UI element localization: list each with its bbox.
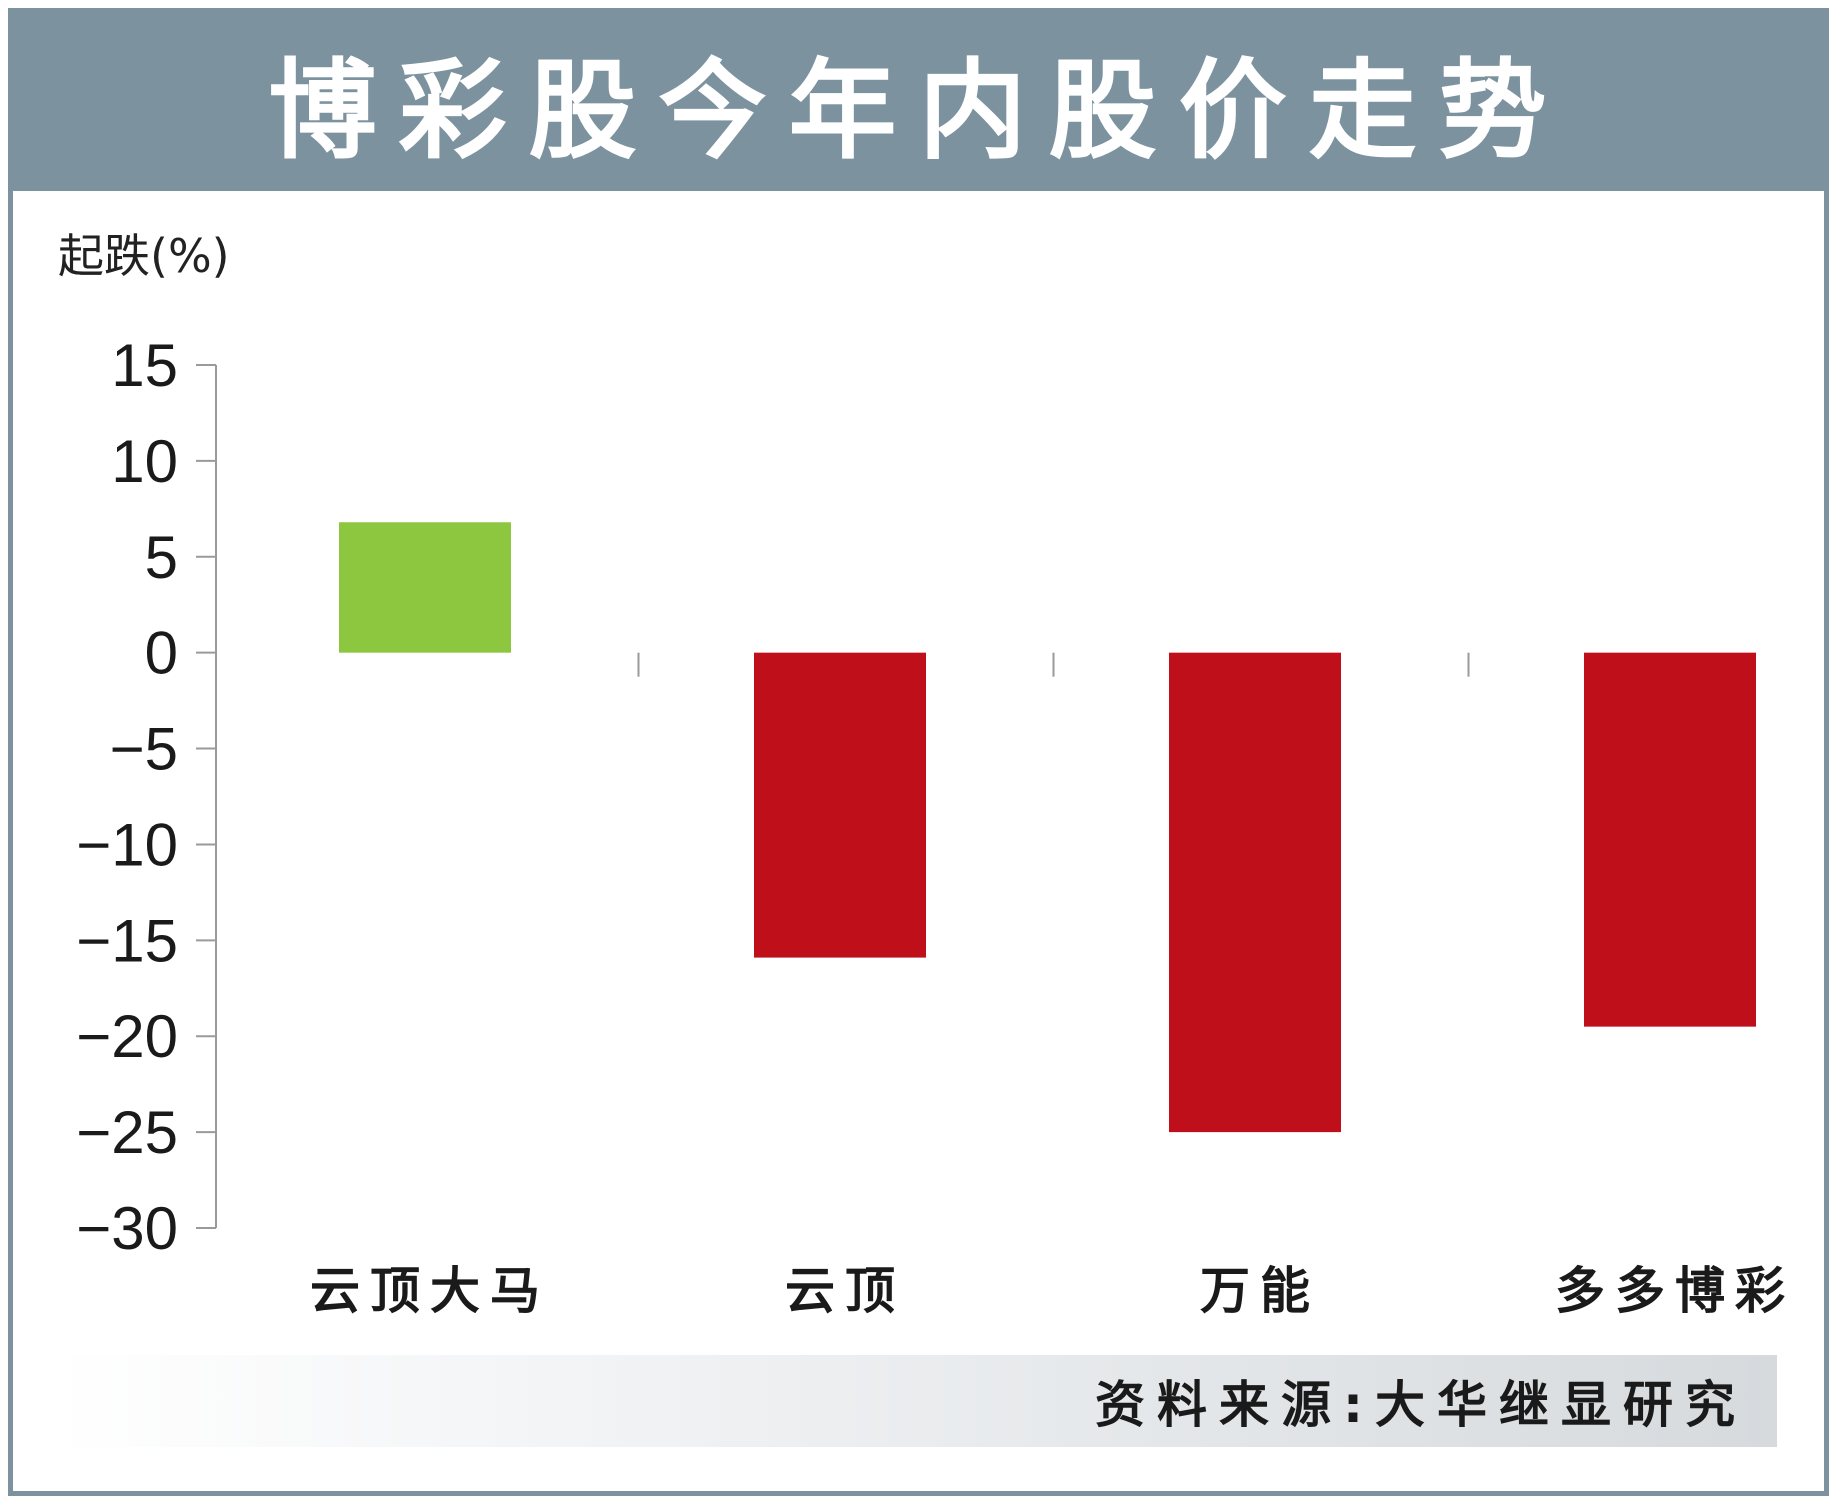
y-tick-label: −15 — [76, 907, 178, 974]
bar-3 — [1169, 652, 1341, 1133]
y-tick-label: 15 — [111, 332, 178, 399]
x-category-label: 云顶大马 — [310, 1262, 550, 1320]
chart-frame: 博彩股今年内股价走势 — [8, 8, 1829, 1496]
chart-title: 博彩股今年内股价走势 — [268, 49, 1569, 174]
x-category-label: 多多博彩 — [1555, 1262, 1795, 1320]
y-tick-label: −25 — [76, 1099, 178, 1166]
title-bar: 博彩股今年内股价走势 — [13, 13, 1824, 191]
y-tick-label: −30 — [76, 1195, 178, 1262]
y-tick-label: 10 — [111, 428, 178, 495]
y-tick-label: −20 — [76, 1003, 178, 1070]
x-category-label: 云顶 — [785, 1262, 905, 1320]
y-tick-label: −5 — [110, 716, 178, 783]
bar-1 — [339, 522, 511, 653]
bar-4 — [1584, 652, 1756, 1027]
y-tick-label: 0 — [145, 620, 178, 687]
y-tick-label: 5 — [145, 524, 178, 591]
bar-2 — [754, 652, 926, 958]
y-axis-label: 起跌(%) — [58, 229, 230, 283]
source-note: 资料来源:大华继显研究 — [1095, 1376, 1747, 1434]
source-bar: 资料来源:大华继显研究 — [52, 1355, 1777, 1447]
x-category-label: 万能 — [1200, 1262, 1320, 1320]
y-tick-label: −10 — [76, 811, 178, 878]
